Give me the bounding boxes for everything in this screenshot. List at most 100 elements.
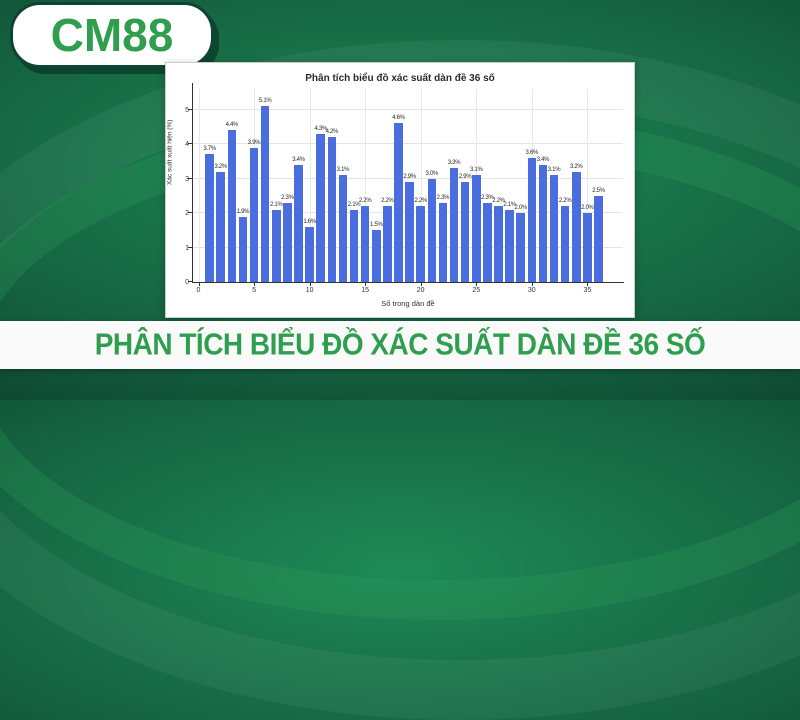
- y-tick-mark: [188, 108, 192, 110]
- bar-value-label: 3.3%: [447, 160, 461, 167]
- bar: [449, 168, 459, 282]
- bar: [294, 164, 303, 282]
- y-tick-mark: [188, 143, 192, 145]
- bar: [494, 206, 503, 282]
- bar-value-label: 2.2%: [492, 198, 505, 205]
- bar-value-label: 3.4%: [536, 156, 550, 163]
- bar-value-label: 4.4%: [225, 122, 239, 129]
- bar: [271, 209, 281, 282]
- bar-value-label: 2.2%: [358, 198, 372, 205]
- bar-value-label: 3.6%: [525, 149, 539, 156]
- bar-value-label: 3.1%: [336, 167, 350, 174]
- bar: [460, 182, 470, 282]
- bar-value-label: 2.9%: [458, 174, 472, 181]
- v-gridline: [420, 89, 422, 282]
- x-tick-label: 25: [472, 287, 481, 294]
- bar-value-label: 2.1%: [270, 201, 283, 208]
- bar: [360, 206, 370, 282]
- bar-value-label: 2.2%: [414, 198, 427, 205]
- y-tick-label: 4: [185, 141, 189, 149]
- x-tick-label: 30: [527, 287, 536, 294]
- y-tick-mark: [188, 246, 192, 248]
- bar-value-label: 2.2%: [381, 198, 394, 205]
- bar-value-label: 3.1%: [470, 167, 483, 174]
- bar-value-label: 3.1%: [547, 167, 561, 174]
- bar-value-label: 2.3%: [281, 194, 294, 201]
- probability-chart-card: Phân tích biểu đồ xác suất dàn đề 36 số …: [165, 62, 635, 318]
- chart-title: Phân tích biểu đồ xác suất dàn đề 36 số: [305, 73, 495, 84]
- y-tick-label: 1: [185, 244, 189, 252]
- y-tick-mark: [188, 212, 192, 214]
- v-gridline: [365, 89, 367, 282]
- bar: [471, 175, 481, 282]
- h-gridline: [193, 177, 623, 179]
- bar-value-label: 3.4%: [292, 156, 305, 163]
- bar: [516, 213, 525, 282]
- bar: [327, 137, 337, 282]
- h-gridline: [193, 108, 623, 110]
- bar-value-label: 3.2%: [569, 163, 583, 170]
- bar: [538, 164, 548, 282]
- y-axis-spine: [192, 83, 193, 282]
- bar-value-label: 2.1%: [347, 201, 361, 208]
- y-tick-label: 2: [185, 210, 189, 218]
- x-tick-mark: [420, 282, 422, 286]
- y-axis-label: Xác suất xuất hiện (%): [166, 119, 174, 185]
- bar: [216, 171, 225, 282]
- bar: [227, 130, 237, 282]
- bar: [249, 147, 259, 282]
- bar: [416, 206, 425, 282]
- bar-chart-plot-area: Xác suất xuất hiện (%) Số trong dàn đề 0…: [167, 83, 624, 308]
- x-tick-mark: [365, 282, 367, 286]
- x-tick-label: 15: [361, 287, 370, 294]
- bar-value-label: 2.0%: [581, 205, 594, 212]
- bar: [238, 216, 248, 282]
- bar-value-label: 4.2%: [325, 129, 339, 136]
- cm88-logo: CM88: [10, 2, 214, 68]
- bar: [583, 213, 592, 282]
- bar-value-label: 2.9%: [403, 174, 416, 181]
- bar-value-label: 2.0%: [514, 205, 527, 212]
- v-gridline: [198, 89, 200, 282]
- bar-value-label: 2.3%: [481, 194, 494, 201]
- x-tick-mark: [254, 282, 256, 286]
- x-axis-label: Số trong dàn đề: [381, 299, 435, 308]
- bar: [560, 206, 570, 282]
- bar-value-label: 4.6%: [392, 115, 405, 122]
- x-tick-label: 35: [583, 287, 592, 294]
- bar: [571, 171, 581, 282]
- bar: [260, 106, 270, 282]
- bar: [371, 230, 381, 282]
- bar: [283, 202, 292, 282]
- bar-value-label: 1.9%: [236, 208, 250, 215]
- bar: [316, 133, 325, 282]
- bar-value-label: 1.6%: [303, 218, 316, 225]
- y-tick-label: 0: [185, 279, 189, 286]
- bar: [394, 123, 403, 282]
- bar: [483, 202, 492, 282]
- bar: [505, 209, 514, 282]
- x-tick-mark: [587, 282, 589, 286]
- y-tick-mark: [188, 177, 192, 179]
- y-tick-label: 3: [185, 175, 189, 183]
- bar-value-label: 3.7%: [203, 146, 216, 153]
- x-tick-label: 20: [416, 287, 425, 294]
- x-tick-label: 0: [196, 287, 201, 294]
- cm88-logo-text: CM88: [50, 9, 174, 61]
- bar-value-label: 5.1%: [258, 98, 272, 105]
- bar-value-label: 3.2%: [214, 163, 227, 170]
- bar-value-label: 4.3%: [314, 125, 327, 132]
- bar-value-label: 2.5%: [592, 187, 605, 194]
- bar: [549, 175, 559, 282]
- bar-value-label: 1.5%: [370, 222, 383, 229]
- bar: [427, 178, 437, 282]
- x-tick-mark: [531, 282, 533, 286]
- x-tick-label: 10: [305, 287, 314, 294]
- x-tick-mark: [309, 282, 311, 286]
- h-gridline: [193, 143, 623, 145]
- y-tick-label: 5: [185, 106, 189, 114]
- bar-value-label: 2.3%: [436, 194, 450, 201]
- v-gridline: [587, 89, 589, 282]
- bar: [527, 157, 537, 282]
- bar: [438, 202, 448, 282]
